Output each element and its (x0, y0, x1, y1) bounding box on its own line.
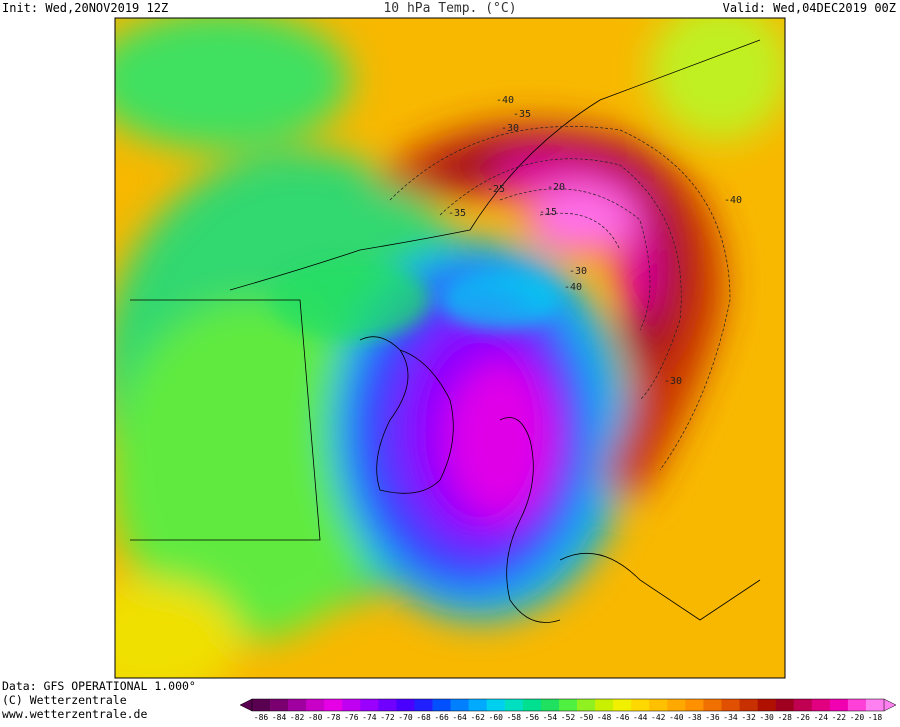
colorbar-swatch (865, 699, 885, 711)
colorbar-swatch (793, 699, 813, 711)
colorbar-label: -50 (579, 713, 594, 722)
colorbar-label: -64 (452, 713, 467, 722)
colorbar-swatch (270, 699, 289, 711)
contour-label: -40 (496, 95, 514, 106)
colorbar-swatch (847, 699, 867, 711)
colorbar-swatch (775, 699, 795, 711)
colorbar-swatch (522, 699, 542, 711)
colorbar-label: -20 (850, 713, 865, 722)
isotherms (389, 126, 731, 471)
colorbar-swatch (288, 699, 307, 711)
colorbar-label: -66 (434, 713, 449, 722)
colorbar-swatch (306, 699, 325, 711)
colorbar-label: -60 (489, 713, 504, 722)
contour-label: -30 (569, 266, 587, 277)
colorbar-label: -62 (470, 713, 485, 722)
colorbar-arrow-left (239, 698, 253, 712)
colorbar-swatch (613, 699, 632, 711)
colorbar-swatch (396, 699, 415, 711)
colorbar-arrow-right (883, 698, 897, 712)
colorbar-swatch (378, 699, 397, 711)
contour-label: -40 (564, 282, 582, 293)
colorbar-label: -76 (344, 713, 359, 722)
colorbar-swatch (504, 699, 524, 711)
colorbar: -86 -84 -82 -80 -78 -76 -74 -72 -70 -68 -66 -64 -62-… (239, 698, 897, 722)
website: www.wetterzentrale.de (2, 707, 147, 721)
init-time: Init: Wed,20NOV2019 12Z (2, 1, 168, 15)
contour-label: -20 (547, 182, 565, 193)
colorbar-swatch (649, 699, 668, 711)
data-source: Data: GFS OPERATIONAL 1.000° (2, 679, 196, 693)
colorbar-label: -84 (272, 713, 287, 722)
colorbar-swatch (558, 699, 578, 711)
colorbar-label: -38 (687, 713, 702, 722)
colorbar-label: -70 (398, 713, 413, 722)
colorbar-label: -80 (308, 713, 323, 722)
colorbar-swatch (486, 699, 506, 711)
colorbar-swatch (739, 699, 758, 711)
contour-label: -30 (664, 376, 682, 387)
colorbar-label: -82 (290, 713, 305, 722)
copyright: (C) Wetterzentrale (2, 693, 127, 707)
contour-label: -25 (487, 184, 505, 195)
map-title: 10 hPa Temp. (°C) (383, 1, 516, 16)
colorbar-swatch (703, 699, 722, 711)
colorbar-swatch (631, 699, 650, 711)
colorbar-label: -56 (525, 713, 540, 722)
colorbar-swatch (252, 699, 271, 711)
colorbar-label: -48 (597, 713, 612, 722)
colorbar-label: -30 (759, 713, 774, 722)
colorbar-swatch (324, 699, 343, 711)
colorbar-swatch (360, 699, 379, 711)
colorbar-label: -28 (777, 713, 792, 722)
valid-time: Valid: Wed,04DEC2019 00Z (723, 1, 896, 15)
colorbar-swatch (757, 699, 776, 711)
map (115, 18, 785, 678)
colorbar-swatch (685, 699, 704, 711)
colorbar-swatch (577, 699, 596, 711)
colorbar-label: -32 (741, 713, 756, 722)
colorbar-swatch (342, 699, 361, 711)
colorbar-swatch (811, 699, 831, 711)
contour-label: -35 (513, 109, 531, 120)
colorbar-label: -78 (326, 713, 341, 722)
colorbar-label: -24 (814, 713, 829, 722)
colorbar-label: -36 (705, 713, 720, 722)
colorbar-swatch (667, 699, 686, 711)
contour-label: -40 (724, 195, 742, 206)
colorbar-label: -46 (615, 713, 630, 722)
colorbar-label: -52 (561, 713, 576, 722)
colorbar-swatch (414, 699, 433, 711)
colorbar-label: -68 (416, 713, 431, 722)
contour-labels: -40 -35 -30 -25 -20 -15 -35 -30 -40 -40 -30 (448, 95, 742, 387)
colorbar-label: -42 (651, 713, 666, 722)
contour-label: -15 (539, 207, 557, 218)
colorbar-label: -72 (380, 713, 395, 722)
colorbar-label: -54 (543, 713, 558, 722)
colorbar-swatch (829, 699, 849, 711)
colorbar-label: -18 (868, 713, 883, 722)
colorbar-swatch (540, 699, 560, 711)
colorbar-frame (251, 698, 885, 712)
contour-label: -30 (501, 123, 519, 134)
colorbar-swatch (450, 699, 469, 711)
colorbar-swatch (721, 699, 740, 711)
colorbar-label: -86 (254, 713, 269, 722)
contour-label: -35 (448, 208, 466, 219)
colorbar-label: -22 (832, 713, 847, 722)
map-frame (114, 17, 786, 679)
coastlines (130, 39, 761, 623)
colorbar-label: -74 (362, 713, 377, 722)
colorbar-swatch (432, 699, 451, 711)
colorbar-swatch (595, 699, 614, 711)
colorbar-label: -44 (633, 713, 648, 722)
colorbar-label: -26 (796, 713, 811, 722)
colorbar-swatch (468, 699, 488, 711)
colorbar-label: -34 (723, 713, 738, 722)
colorbar-label: -58 (507, 713, 522, 722)
colorbar-label: -40 (669, 713, 684, 722)
